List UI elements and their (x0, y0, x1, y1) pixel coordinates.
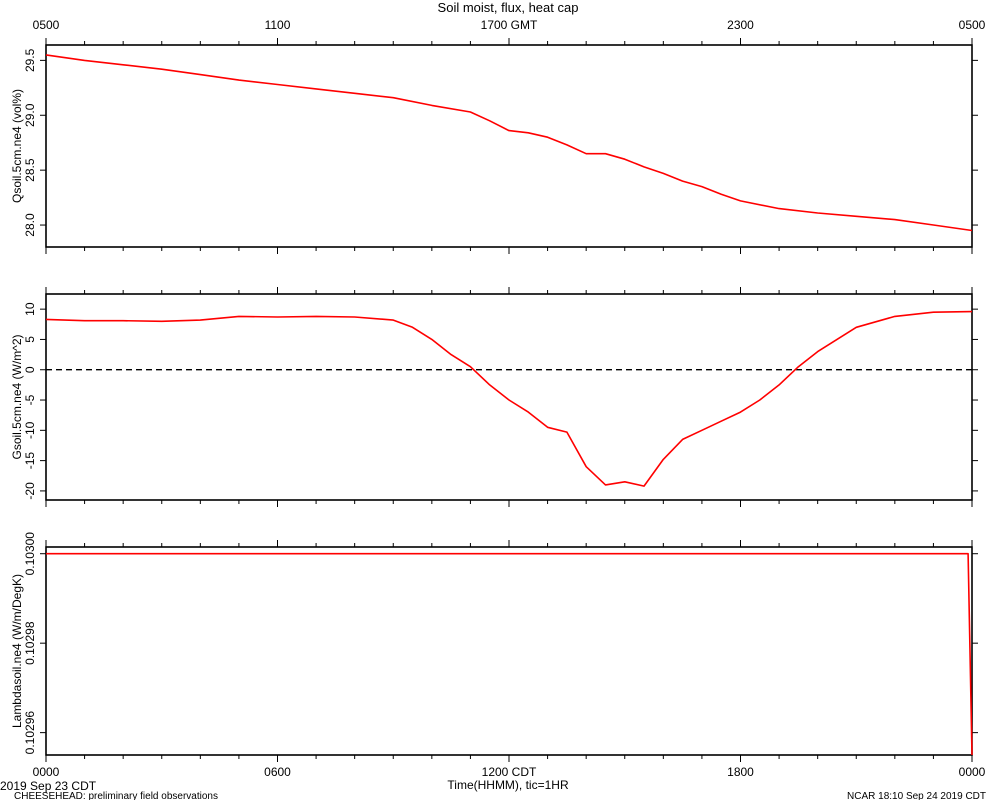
bottom-tick-label: 0600 (264, 765, 291, 779)
bottom-tick-label: 0000 (959, 765, 986, 779)
top-axis-ticks: 0500 1100 1700 GMT 2300 0500 (33, 18, 986, 32)
y-tick-label: 28.0 (23, 213, 37, 237)
soil-heat-flux-panel: 10 5 0 -5 -10 -15 -20 Gsoil.5cm.ne4 (W/m^2) (10, 287, 978, 507)
y-tick-label: 29.5 (23, 48, 37, 72)
y-tick-label: -15 (23, 452, 37, 470)
bottom-tick-label: 0000 (33, 765, 60, 779)
top-tick-label: 2300 (727, 18, 754, 32)
x-axis-label: Time(HHMM), tic=1HR (447, 778, 569, 792)
top-tick-label: 1700 GMT (481, 18, 538, 32)
y-axis-label: Lambdasoil.ne4 (W/m/DegK) (10, 574, 24, 728)
series-line (45, 54, 973, 232)
top-tick-label: 0500 (959, 18, 986, 32)
start-date: 2019 Sep 23 CDT (0, 779, 97, 793)
y-tick-label: -10 (23, 421, 37, 439)
y-tick-label: -20 (23, 482, 37, 500)
bottom-axis-ticks: 0000 0600 1200 CDT 1800 0000 (33, 765, 986, 779)
bottom-tick-label: 1200 CDT (482, 765, 537, 779)
soil-moisture-panel: 28.0 28.5 29.0 29.5 Qsoil.5cm.ne4 (vol%) (10, 38, 978, 254)
y-tick-label: 0.10296 (23, 711, 37, 755)
footer-left: CHEESEHEAD: preliminary field observatio… (14, 791, 218, 800)
y-tick-label: 10 (23, 302, 37, 316)
figure-title: Soil moist, flux, heat cap (438, 0, 579, 15)
y-tick-label: 0.10298 (23, 621, 37, 665)
plot-frame (45, 293, 973, 501)
bottom-tick-label: 1800 (727, 765, 754, 779)
top-tick-label: 0500 (33, 18, 60, 32)
series-line (45, 310, 973, 487)
y-tick-label: 0.10300 (23, 532, 37, 576)
y-tick-label: 0 (23, 366, 37, 373)
y-axis-label: Gsoil.5cm.ne4 (W/m^2) (10, 335, 24, 460)
y-tick-label: 28.5 (23, 158, 37, 182)
plot-frame (45, 546, 973, 756)
series-line (46, 552, 973, 756)
plot-frame (45, 44, 973, 248)
y-tick-label: -5 (23, 394, 37, 405)
footer-right: NCAR 18:10 Sep 24 2019 CDT (847, 791, 986, 800)
y-axis-label: Qsoil.5cm.ne4 (vol%) (10, 89, 24, 203)
top-tick-label: 1100 (265, 18, 291, 32)
y-tick-label: 29.0 (23, 103, 37, 127)
y-tick-label: 5 (23, 336, 37, 343)
